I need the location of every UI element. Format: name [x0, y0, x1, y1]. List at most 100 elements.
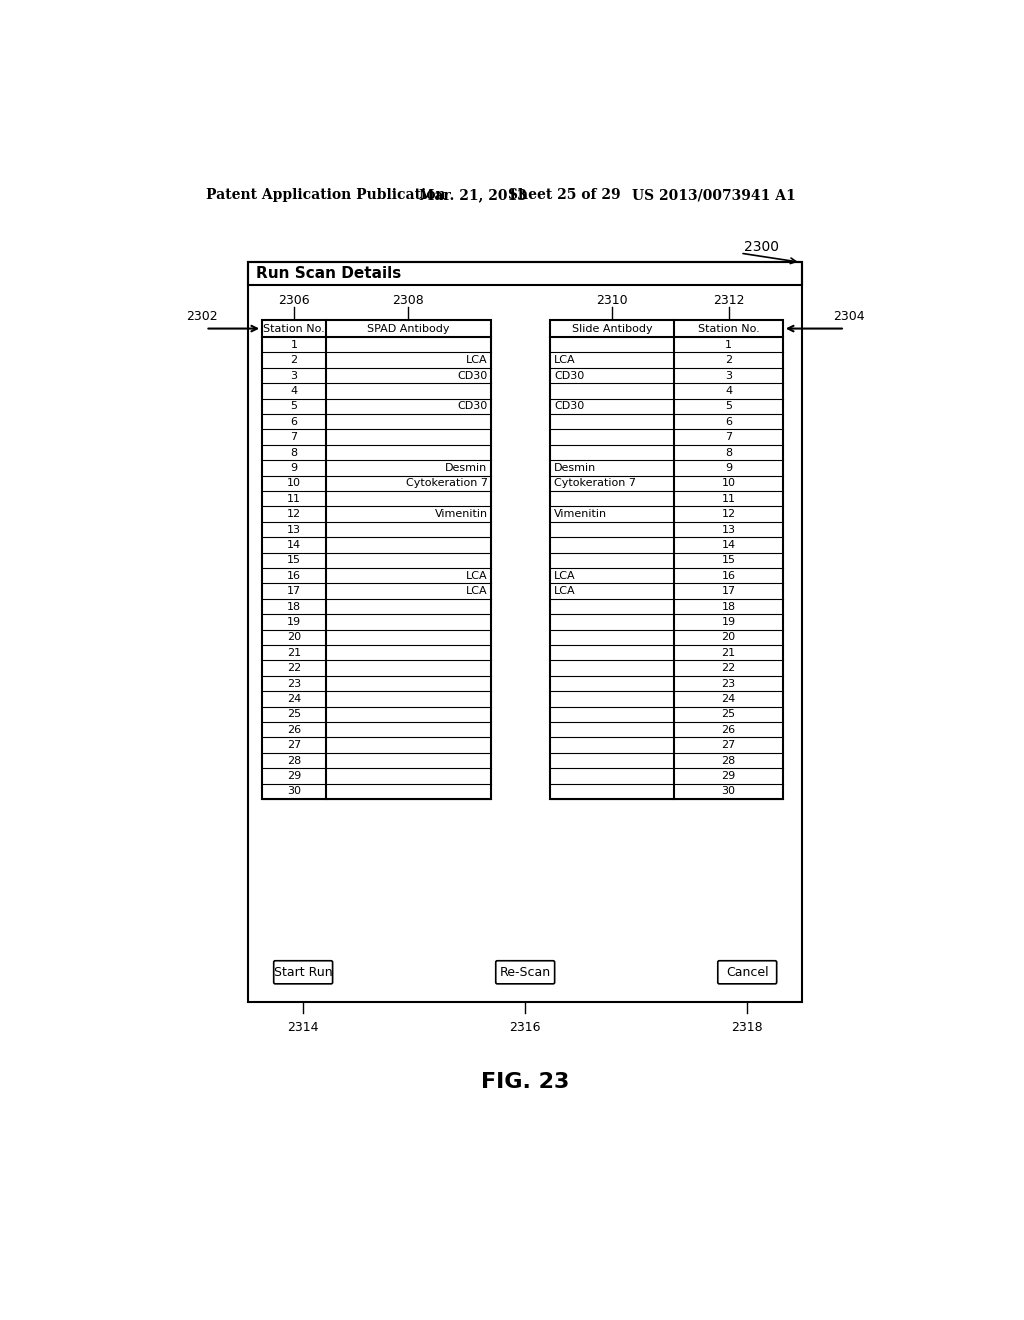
Text: 2302: 2302 — [185, 310, 217, 323]
Bar — [550, 321, 783, 799]
Text: 21: 21 — [287, 648, 301, 657]
Text: Cancel: Cancel — [726, 966, 769, 979]
Text: 24: 24 — [722, 694, 736, 704]
Text: Re-Scan: Re-Scan — [500, 966, 551, 979]
Text: Desmin: Desmin — [445, 463, 487, 473]
Text: 22: 22 — [287, 663, 301, 673]
Text: 9: 9 — [725, 463, 732, 473]
Text: 16: 16 — [287, 570, 301, 581]
Text: 19: 19 — [287, 616, 301, 627]
Text: 15: 15 — [722, 556, 735, 565]
Text: 15: 15 — [287, 556, 301, 565]
Text: 19: 19 — [722, 616, 735, 627]
Text: 26: 26 — [722, 725, 735, 735]
Bar — [248, 263, 802, 1002]
Text: 11: 11 — [722, 494, 735, 504]
Text: 22: 22 — [722, 663, 736, 673]
Text: 2316: 2316 — [509, 1020, 541, 1034]
Text: 2306: 2306 — [279, 294, 309, 308]
Text: 1: 1 — [291, 339, 297, 350]
Text: 12: 12 — [722, 510, 735, 519]
Bar — [248, 263, 802, 285]
Text: FIG. 23: FIG. 23 — [480, 1072, 569, 1093]
Text: 2312: 2312 — [713, 294, 744, 308]
Text: 29: 29 — [287, 771, 301, 781]
Text: 16: 16 — [722, 570, 735, 581]
Text: 4: 4 — [725, 385, 732, 396]
Text: 2318: 2318 — [731, 1020, 763, 1034]
Text: 5: 5 — [291, 401, 297, 412]
Text: 2: 2 — [290, 355, 297, 366]
Text: 2304: 2304 — [833, 310, 864, 323]
Text: Station No.: Station No. — [697, 323, 760, 334]
Text: 20: 20 — [722, 632, 735, 643]
Text: Mar. 21, 2013: Mar. 21, 2013 — [419, 189, 526, 202]
Text: 30: 30 — [722, 787, 735, 796]
Text: 8: 8 — [725, 447, 732, 458]
Text: LCA: LCA — [554, 570, 575, 581]
Text: 17: 17 — [722, 586, 735, 597]
Text: 21: 21 — [722, 648, 735, 657]
Text: Vimenitin: Vimenitin — [554, 510, 607, 519]
Text: 2310: 2310 — [597, 294, 628, 308]
Text: 2308: 2308 — [392, 294, 424, 308]
FancyBboxPatch shape — [273, 961, 333, 983]
Text: 7: 7 — [725, 432, 732, 442]
Text: LCA: LCA — [466, 355, 487, 366]
Text: 25: 25 — [722, 709, 735, 719]
Text: 13: 13 — [722, 524, 735, 535]
Text: 17: 17 — [287, 586, 301, 597]
Text: 28: 28 — [287, 755, 301, 766]
Text: 5: 5 — [725, 401, 732, 412]
Text: CD30: CD30 — [458, 401, 487, 412]
Text: Desmin: Desmin — [554, 463, 597, 473]
Text: 10: 10 — [287, 478, 301, 488]
Text: 14: 14 — [287, 540, 301, 550]
Text: 7: 7 — [290, 432, 297, 442]
Text: 26: 26 — [287, 725, 301, 735]
Text: 27: 27 — [287, 741, 301, 750]
Text: 6: 6 — [725, 417, 732, 426]
Text: CD30: CD30 — [554, 401, 585, 412]
Text: 1: 1 — [725, 339, 732, 350]
Text: Cytokeration 7: Cytokeration 7 — [554, 478, 636, 488]
Text: 11: 11 — [287, 494, 301, 504]
Text: 30: 30 — [287, 787, 301, 796]
Text: 13: 13 — [287, 524, 301, 535]
Text: 3: 3 — [291, 371, 297, 380]
Text: 14: 14 — [722, 540, 735, 550]
Text: 10: 10 — [722, 478, 735, 488]
Text: 20: 20 — [287, 632, 301, 643]
Text: LCA: LCA — [466, 586, 487, 597]
Text: 3: 3 — [725, 371, 732, 380]
Text: CD30: CD30 — [554, 371, 585, 380]
Text: SPAD Antibody: SPAD Antibody — [367, 323, 450, 334]
Text: 2: 2 — [725, 355, 732, 366]
Text: CD30: CD30 — [458, 371, 487, 380]
Text: 8: 8 — [290, 447, 297, 458]
Text: Cytokeration 7: Cytokeration 7 — [406, 478, 487, 488]
Text: 2300: 2300 — [744, 240, 779, 253]
Text: Vimenitin: Vimenitin — [434, 510, 487, 519]
Text: 12: 12 — [287, 510, 301, 519]
Text: Run Scan Details: Run Scan Details — [256, 267, 401, 281]
Text: 18: 18 — [287, 602, 301, 611]
Text: LCA: LCA — [554, 586, 575, 597]
Text: 23: 23 — [722, 678, 735, 689]
Text: Slide Antibody: Slide Antibody — [572, 323, 652, 334]
Text: LCA: LCA — [554, 355, 575, 366]
Text: 29: 29 — [722, 771, 736, 781]
Text: 23: 23 — [287, 678, 301, 689]
Text: 6: 6 — [291, 417, 297, 426]
Text: 25: 25 — [287, 709, 301, 719]
Text: Start Run: Start Run — [273, 966, 333, 979]
Text: LCA: LCA — [466, 570, 487, 581]
Text: Patent Application Publication: Patent Application Publication — [206, 189, 445, 202]
FancyBboxPatch shape — [496, 961, 555, 983]
Text: Sheet 25 of 29: Sheet 25 of 29 — [508, 189, 621, 202]
Text: 27: 27 — [722, 741, 736, 750]
Text: 28: 28 — [722, 755, 736, 766]
Text: 24: 24 — [287, 694, 301, 704]
FancyBboxPatch shape — [718, 961, 776, 983]
Text: 18: 18 — [722, 602, 735, 611]
